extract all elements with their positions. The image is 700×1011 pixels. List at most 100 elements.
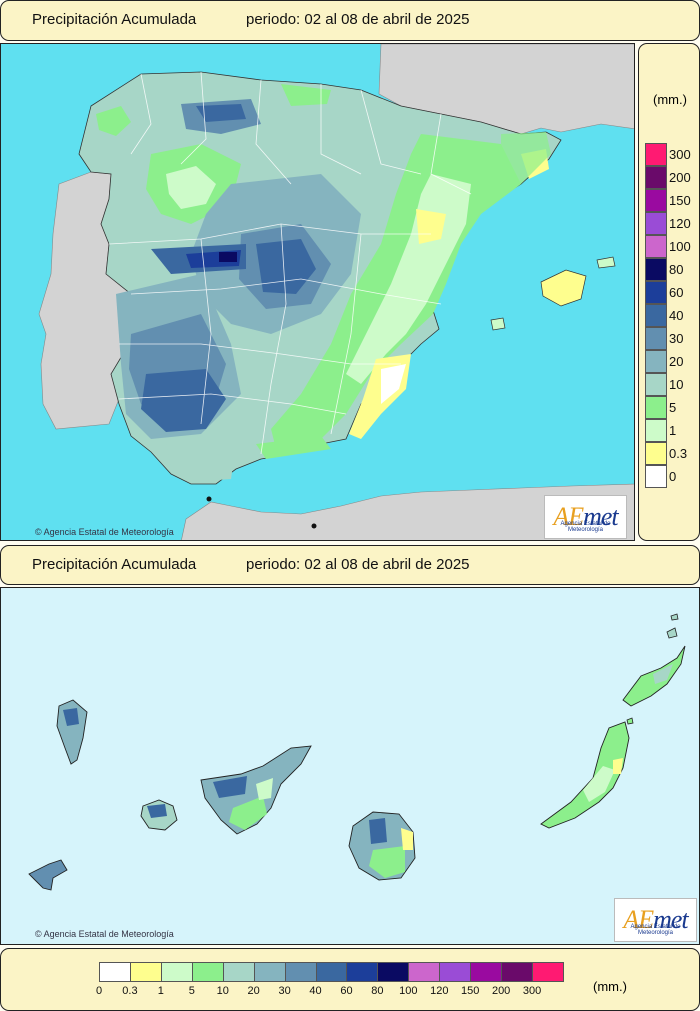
- vertical-legend-label: 100: [669, 239, 691, 254]
- horizontal-legend-label: 200: [491, 985, 511, 997]
- vertical-legend-class: 20: [639, 350, 697, 373]
- vertical-legend-swatch: [645, 327, 667, 350]
- horizontal-legend-label: 100: [399, 985, 418, 997]
- vertical-legend-label: 10: [669, 377, 684, 392]
- fuerteventura-yellow: [613, 758, 623, 774]
- lobos: [626, 717, 634, 725]
- horizontal-legend-swatch: [346, 962, 379, 982]
- horizontal-legend-scale: 0 0.3 1 5 10 20 30 40 60 80 100 120 150 200 300: [95, 962, 564, 1002]
- vertical-legend-class: 60: [639, 281, 697, 304]
- horizontal-legend-label: 0: [95, 985, 103, 997]
- vertical-legend-swatch: [645, 350, 667, 373]
- vertical-legend-swatch: [645, 143, 667, 166]
- credit-top: © Agencia Estatal de Meteorología: [35, 527, 174, 537]
- horizontal-legend-swatch: [439, 962, 472, 982]
- la-palma-core: [63, 708, 79, 726]
- vertical-legend-class: 0: [639, 465, 697, 488]
- province-borders: [108, 71, 472, 455]
- vertical-legend-label: 5: [669, 400, 677, 415]
- zone-green-catalonia: [501, 132, 551, 184]
- vertical-legend-label: 40: [669, 308, 684, 323]
- vertical-legend-swatch: [645, 465, 667, 488]
- peninsula-map-svg: [38, 44, 634, 540]
- vertical-legend-label: 120: [669, 216, 691, 231]
- zone-40-andalucia: [141, 369, 226, 432]
- melilla: [311, 523, 317, 529]
- vertical-legend-class: 10: [639, 373, 697, 396]
- vertical-legend-class: 1: [639, 419, 697, 442]
- horizontal-legend: 0 0.3 1 5 10 20 30 40 60 80 100 120 150 200 300 (mm.): [0, 948, 700, 1011]
- bottom-title: Precipitación Acumulada: [32, 556, 197, 573]
- vertical-legend-label: 300: [669, 147, 691, 162]
- fuerteventura-light: [583, 766, 615, 802]
- horizontal-legend-label: 20: [247, 985, 260, 997]
- vertical-legend-label: 20: [669, 354, 684, 369]
- zone-green-galicia: [96, 106, 131, 136]
- aemet-logo-bottom-sub: Agencia Estatal de Meteorología: [630, 924, 681, 936]
- top-period: periodo: 02 al 08 de abril de 2025: [246, 11, 470, 28]
- vertical-legend-swatch: [645, 258, 667, 281]
- vertical-legend-class: 5: [639, 396, 697, 419]
- ceuta: [206, 496, 212, 502]
- vertical-legend-class: 300: [639, 143, 697, 166]
- horizontal-legend-swatch: [315, 962, 348, 982]
- vertical-legend-swatch: [645, 212, 667, 235]
- alegranza: [670, 613, 679, 621]
- horizontal-legend-label: 30: [278, 985, 291, 997]
- bottom-period: periodo: 02 al 08 de abril de 2025: [246, 556, 470, 573]
- vertical-legend-label: 150: [669, 193, 691, 208]
- horizontal-legend-swatch: [501, 962, 534, 982]
- vertical-legend-class: 80: [639, 258, 697, 281]
- vertical-legend-scale: 0 0.3 1 5 10 20 30 40 60 80 100 120 150 200 300: [639, 143, 700, 488]
- peninsula-map: © Agencia Estatal de Meteorología AEmet …: [0, 43, 635, 541]
- zone-40-center: [256, 239, 316, 294]
- aemet-logo-top: AEmet Agencia Estatal de Meteorología: [544, 495, 627, 539]
- horizontal-legend-label: 5: [188, 985, 195, 997]
- ibiza: [490, 317, 506, 331]
- menorca: [596, 256, 616, 269]
- canarias-map: © Agencia Estatal de Meteorología AEmet …: [0, 587, 700, 945]
- vertical-legend-swatch: [645, 235, 667, 258]
- horizontal-legend-label: 120: [430, 985, 449, 997]
- credit-top-text: Agencia Estatal de Meteorología: [43, 527, 174, 537]
- zone-40-north-core: [196, 104, 246, 122]
- mallorca: [540, 269, 587, 307]
- vertical-legend-class: 200: [639, 166, 697, 189]
- horizontal-legend-swatch: [470, 962, 503, 982]
- top-title-bar: Precipitación Acumulada periodo: 02 al 0…: [0, 0, 700, 41]
- france-land: [378, 44, 634, 135]
- vertical-legend-unit: (mm.): [653, 92, 687, 107]
- horizontal-legend-swatch: [284, 962, 317, 982]
- horizontal-legend-swatch: [160, 962, 193, 982]
- canarias-map-svg: [28, 613, 686, 891]
- vertical-legend-class: 150: [639, 189, 697, 212]
- horizontal-legend-label: 150: [461, 985, 480, 997]
- credit-bottom-text: Agencia Estatal de Meteorología: [43, 929, 174, 939]
- vertical-legend-swatch: [645, 281, 667, 304]
- vertical-legend: (mm.) 0 0.3 1 5 10 20 30 40 60 80 100 120 150 200 300: [638, 43, 700, 541]
- tenerife: [200, 745, 312, 835]
- fuerteventura: [540, 721, 630, 829]
- horizontal-legend-label: 1: [157, 985, 164, 997]
- aemet-logo-top-mark: AEmet: [553, 502, 618, 531]
- horizontal-legend-label: 10: [216, 985, 229, 997]
- top-title: Precipitación Acumulada: [32, 11, 197, 28]
- horizontal-legend-swatch: [377, 962, 410, 982]
- horizontal-legend-swatch: [408, 962, 441, 982]
- tenerife-south: [229, 796, 267, 830]
- tenerife-core: [213, 776, 247, 798]
- vertical-legend-swatch: [645, 442, 667, 465]
- tenerife-light: [256, 778, 273, 800]
- copyright-icon: ©: [35, 527, 42, 537]
- vertical-legend-swatch: [645, 304, 667, 327]
- vertical-legend-class: 100: [639, 235, 697, 258]
- vertical-legend-label: 0: [669, 469, 677, 484]
- vertical-legend-class: 0.3: [639, 442, 697, 465]
- gran-canaria-core: [369, 818, 387, 844]
- horizontal-legend-label: 0.3: [122, 985, 138, 997]
- horizontal-legend-swatch: [99, 962, 131, 982]
- zone-white-southeast: [381, 364, 406, 404]
- vertical-legend-swatch: [645, 419, 667, 442]
- horizontal-legend-label: 300: [522, 985, 542, 997]
- el-hierro: [28, 859, 68, 891]
